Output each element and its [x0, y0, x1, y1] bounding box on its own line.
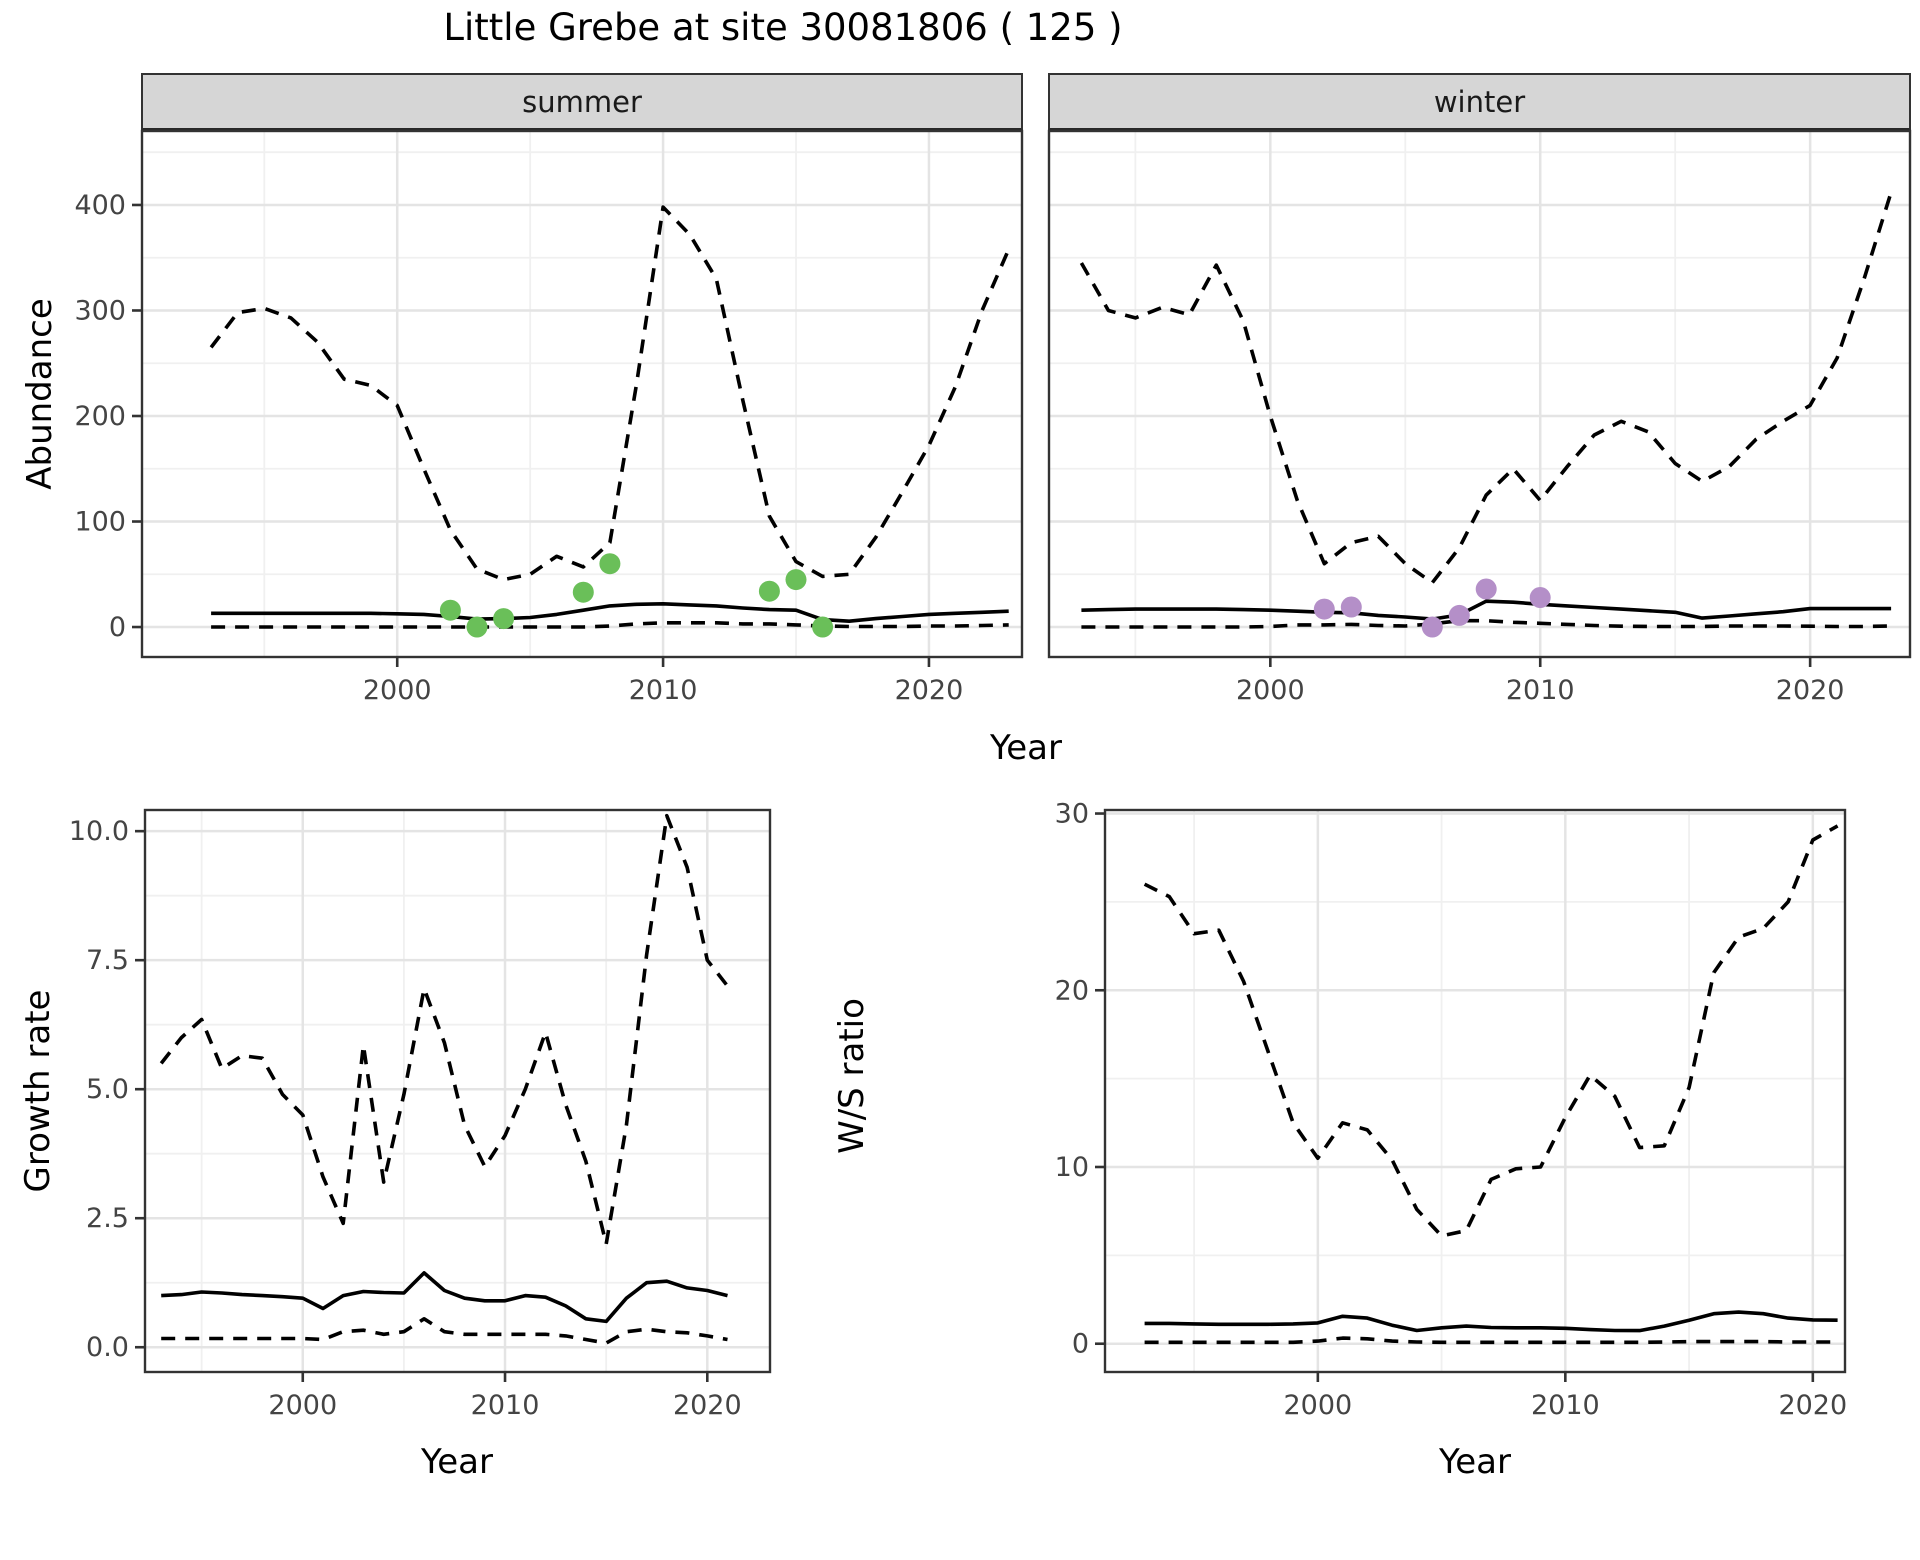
x-tick-label: 2010: [1506, 675, 1575, 706]
series-upper_credible_dashed: [1079, 191, 1893, 585]
panel-border: [1103, 808, 1847, 1374]
x-tick-label: 2010: [471, 1390, 540, 1421]
plot-title: Little Grebe at site 30081806 ( 125 ): [443, 6, 1123, 49]
series-median_solid: [161, 1271, 728, 1324]
data-point-observed_summer_counts: [493, 608, 515, 630]
series-lower_credible_dashed: [1144, 1336, 1838, 1345]
panel-abundance-winter: 2000 2010 2020: [1047, 129, 1912, 706]
x-tick-label: 2000: [363, 675, 432, 706]
data-point-observed_winter_counts: [1448, 604, 1470, 626]
series-upper_credible_dashed: [159, 813, 729, 1246]
y-tick-label: 400: [74, 190, 126, 221]
data-point-observed_winter_counts: [1529, 587, 1551, 608]
panel-background: [1105, 810, 1845, 1372]
x-tick-label: 2020: [1776, 675, 1845, 706]
facet-strip-winter: winter: [1048, 73, 1911, 132]
series-median_solid: [1144, 1310, 1838, 1333]
x-tick-label: 2000: [268, 1390, 337, 1421]
data-point-observed_summer_counts: [599, 553, 621, 575]
panel-background: [1049, 131, 1910, 657]
data-point-observed_summer_counts: [439, 599, 461, 621]
x-tick-label: 2020: [895, 675, 964, 706]
data-point-observed_summer_counts: [785, 569, 807, 591]
data-point-observed_summer_counts: [572, 581, 594, 603]
y-tick-label: 7.5: [86, 945, 129, 976]
facet-strip-winter-label: winter: [1433, 84, 1526, 119]
x-axis-title-year-bottom-left: Year: [421, 1442, 493, 1482]
panel-border: [1047, 129, 1912, 659]
data-point-observed_summer_counts: [758, 580, 780, 602]
panel-background: [142, 131, 1022, 657]
panel-border: [143, 808, 772, 1374]
series-lower_credible_dashed: [161, 1317, 728, 1345]
panel-ws-ratio: 2000 2010 2020 0 10 20 30: [1055, 799, 1848, 1421]
y-tick-label: 30: [1055, 799, 1089, 830]
x-axis-title-year-top: Year: [990, 728, 1062, 768]
panel-growth-rate: 2000 2010 2020 0.0 2.5 5.0 7.5 10.0: [69, 808, 772, 1421]
series-upper_credible_dashed: [1143, 824, 1839, 1238]
y-tick-label: 200: [74, 401, 126, 432]
x-axis-title-year-bottom-right: Year: [1439, 1442, 1511, 1482]
data-point-observed_winter_counts: [1313, 598, 1335, 620]
x-tick-label: 2000: [1283, 1390, 1352, 1421]
data-point-observed_summer_counts: [812, 616, 834, 638]
x-tick-label: 2010: [1531, 1390, 1600, 1421]
y-tick-label: 20: [1055, 975, 1089, 1006]
x-tick-label: 2020: [1778, 1390, 1847, 1421]
data-point-observed_winter_counts: [1421, 616, 1443, 638]
series-upper_credible_dashed: [209, 205, 1011, 582]
data-point-observed_winter_counts: [1340, 596, 1362, 618]
y-tick-label: 2.5: [86, 1203, 129, 1234]
y-tick-label: 100: [74, 507, 126, 538]
x-tick-label: 2020: [673, 1390, 742, 1421]
y-tick-label: 0: [1072, 1329, 1089, 1360]
facet-strip-summer: summer: [141, 73, 1023, 132]
series-lower_credible_dashed: [211, 621, 1009, 629]
y-tick-label: 10: [1055, 1152, 1089, 1183]
data-point-observed_summer_counts: [466, 616, 488, 638]
panel-border: [140, 129, 1024, 659]
panel-abundance-summer: 2000 2010 2020 0 100 200 300 400: [74, 129, 1024, 706]
series-median_solid: [211, 602, 1009, 623]
y-tick-label: 10.0: [69, 816, 129, 847]
series-lower_credible_dashed: [1081, 618, 1892, 629]
facet-strip-summer-label: summer: [522, 84, 642, 119]
data-point-observed_winter_counts: [1475, 578, 1497, 600]
y-tick-label: 5.0: [86, 1074, 129, 1105]
x-tick-label: 2000: [1236, 675, 1305, 706]
series-median_solid: [1081, 599, 1892, 621]
y-tick-label: 0.0: [86, 1332, 129, 1363]
y-tick-label: 0: [109, 612, 126, 643]
y-tick-label: 300: [74, 295, 126, 326]
x-tick-label: 2010: [629, 675, 698, 706]
